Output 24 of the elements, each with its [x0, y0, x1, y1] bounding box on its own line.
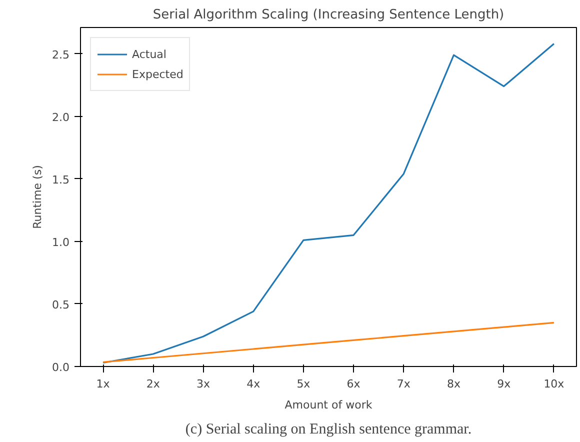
line-series	[102, 322, 555, 363]
y-tick-label: 0.0	[52, 361, 70, 374]
x-tick-label: 10x	[544, 378, 565, 390]
y-tick-label: 2.5	[52, 48, 70, 62]
y-axis-title: Runtime (s)	[31, 165, 44, 229]
x-tick-label: 8x	[447, 378, 461, 390]
text: (c) Serial scaling on English sentence grammar.	[185, 422, 472, 438]
x-tick-label: 9x	[497, 378, 512, 390]
x-tick-label: 6x	[346, 378, 361, 390]
y-tick-label: 1.0	[52, 236, 70, 249]
x-tick-label: 7x	[396, 378, 411, 390]
y-tick-label: 2.0	[52, 110, 70, 124]
y-tick-label: 1.5	[52, 173, 70, 186]
x-tick-label: 5x	[296, 378, 311, 390]
x-tick-label: 2x	[146, 378, 160, 390]
legend-label: Actual	[132, 48, 166, 60]
x-tick-label: 1x	[96, 378, 110, 390]
legend-label: Expected	[132, 68, 184, 80]
y-tick-label: 0.5	[52, 298, 70, 312]
chart-title: Serial Algorithm Scaling (Increasing Sentence Length)	[152, 8, 504, 22]
x-tick-label: 3x	[196, 378, 210, 390]
x-tick-label: 4x	[246, 378, 261, 390]
line-series	[102, 42, 555, 364]
x-axis-title: Amount of work	[284, 398, 373, 412]
